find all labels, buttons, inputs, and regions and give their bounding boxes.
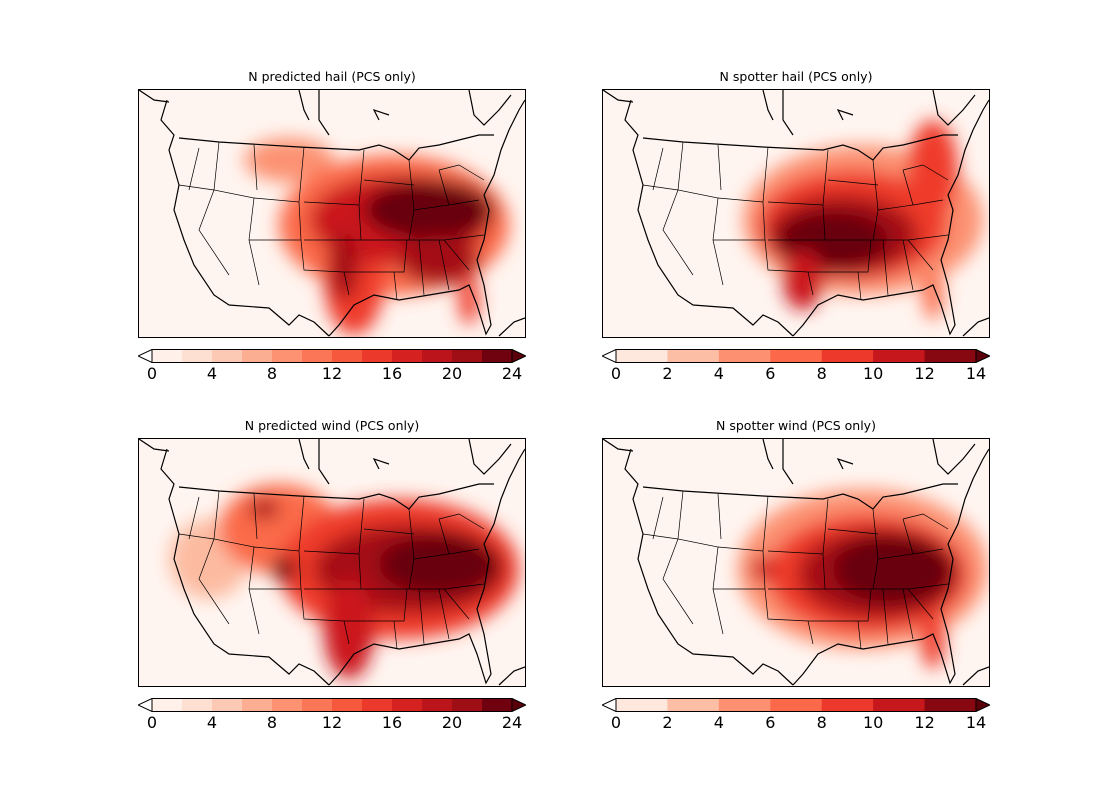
colorbar-tick-label: 14 (965, 364, 987, 383)
colorbar-extend-min (600, 697, 617, 713)
colorbar-spotter-hail (600, 348, 992, 364)
panel-title-spotter-wind: N spotter wind (PCS only) (716, 418, 876, 433)
colorbar-segment (242, 698, 273, 712)
colorbar-predicted-wind (136, 697, 528, 713)
colorbar-segment (873, 698, 926, 712)
map-spotter-hail (602, 89, 990, 338)
colorbar-segment (362, 698, 393, 712)
colorbar-segment (152, 698, 183, 712)
colorbar-segment (182, 349, 213, 363)
panel-title-predicted-hail: N predicted hail (PCS only) (248, 69, 416, 84)
colorbar-tick-label: 14 (965, 713, 987, 732)
colorbar-segment (482, 698, 513, 712)
map-predicted-wind (138, 438, 526, 687)
colorbar-extend-min (136, 348, 153, 364)
colorbar-tick-label: 16 (381, 364, 403, 383)
colorbar-segment (821, 349, 874, 363)
colorbar-segment (302, 698, 333, 712)
colorbar-tick-label: 8 (266, 364, 278, 383)
colorbar-segment (302, 349, 333, 363)
colorbar-segment (272, 349, 303, 363)
colorbar-tick-label: 20 (441, 364, 463, 383)
colorbar-tick-label: 4 (206, 364, 218, 383)
colorbar-tick-label: 10 (862, 364, 884, 383)
colorbar-tick-label: 0 (146, 713, 158, 732)
colorbar-segment (212, 349, 243, 363)
colorbar-tick-label: 10 (862, 713, 884, 732)
colorbar-extend-max (975, 348, 992, 364)
colorbar-segment (242, 349, 273, 363)
colorbar-tick-label: 2 (662, 713, 673, 732)
colorbar-segment (924, 698, 977, 712)
colorbar-predicted-hail (136, 348, 528, 364)
colorbar-segment (667, 349, 720, 363)
colorbar-tick-label: 12 (914, 364, 935, 383)
map-spotter-wind (602, 438, 990, 687)
colorbar-segment (422, 349, 453, 363)
colorbar-tick-label: 12 (914, 713, 935, 732)
colorbar-tick-label: 0 (610, 713, 622, 732)
colorbar-segment (422, 698, 453, 712)
colorbar-extend-max (511, 348, 528, 364)
colorbar-ticks: 0 2 4 6 8 10 12 14 (602, 713, 990, 733)
colorbar-segment (616, 698, 668, 712)
colorbar-tick-label: 24 (501, 713, 523, 732)
colorbar-tick-label: 6 (765, 713, 776, 732)
colorbar-tick-label: 12 (321, 713, 343, 732)
colorbar-segment (770, 698, 823, 712)
colorbar-segment (392, 698, 423, 712)
colorbar-tick-label: 24 (501, 364, 523, 383)
colorbar-tick-label: 2 (662, 364, 673, 383)
colorbar-segment (362, 349, 393, 363)
colorbar-tick-label: 4 (713, 364, 724, 383)
colorbar-extend-max (511, 697, 528, 713)
colorbar-segment (821, 698, 874, 712)
colorbar-tick-label: 8 (816, 364, 827, 383)
colorbar-segment (770, 349, 823, 363)
colorbar-segment (392, 349, 423, 363)
colorbar-ticks: 0 4 8 12 16 20 24 (138, 713, 526, 733)
colorbar-tick-label: 8 (816, 713, 827, 732)
colorbar-extend-max (975, 697, 992, 713)
colorbar-tick-label: 6 (765, 364, 776, 383)
map-predicted-hail (138, 89, 526, 338)
colorbar-tick-label: 0 (610, 364, 622, 383)
colorbar-tick-label: 4 (713, 713, 724, 732)
colorbar-segment (332, 698, 363, 712)
colorbar-spotter-wind (600, 697, 992, 713)
colorbar-tick-label: 16 (381, 713, 403, 732)
colorbar-tick-label: 0 (146, 364, 158, 383)
colorbar-segment (616, 349, 668, 363)
panel-title-predicted-wind: N predicted wind (PCS only) (244, 418, 420, 433)
colorbar-tick-label: 12 (321, 364, 343, 383)
colorbar-segment (332, 349, 363, 363)
colorbar-segment (272, 698, 303, 712)
colorbar-segment (152, 349, 183, 363)
colorbar-tick-label: 4 (206, 713, 218, 732)
colorbar-segment (873, 349, 926, 363)
colorbar-extend-min (136, 697, 153, 713)
colorbar-ticks: 0 2 4 6 8 10 12 14 (602, 364, 990, 384)
panel-title-spotter-hail: N spotter hail (PCS only) (719, 69, 873, 84)
colorbar-segment (452, 698, 483, 712)
colorbar-segment (452, 349, 483, 363)
colorbar-segment (212, 698, 243, 712)
colorbar-segment (718, 698, 771, 712)
colorbar-segment (924, 349, 977, 363)
colorbar-segment (667, 698, 720, 712)
colorbar-segment (182, 698, 213, 712)
colorbar-ticks: 0 4 8 12 16 20 24 (138, 364, 526, 384)
colorbar-tick-label: 20 (441, 713, 463, 732)
colorbar-segment (482, 349, 513, 363)
colorbar-tick-label: 8 (266, 713, 278, 732)
colorbar-segment (718, 349, 771, 363)
colorbar-extend-min (600, 348, 617, 364)
